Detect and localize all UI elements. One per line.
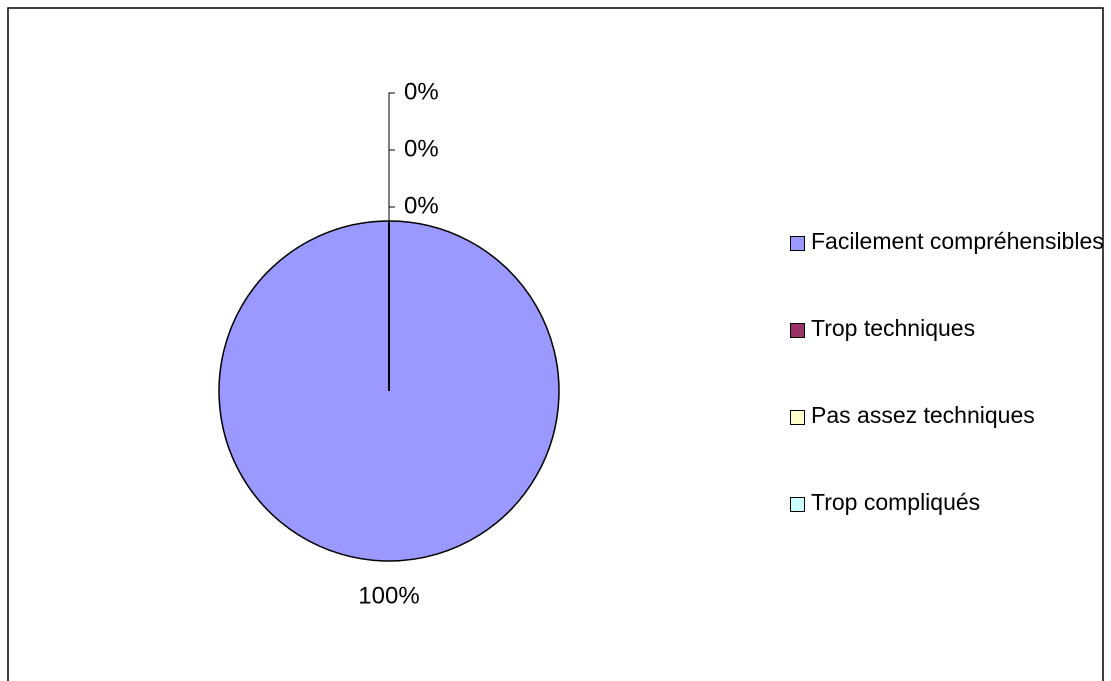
legend-item: Trop techniques: [790, 315, 1108, 402]
leader-line: [388, 92, 395, 221]
legend-label: Trop compliqués: [811, 489, 981, 515]
legend-label: Trop techniques: [811, 315, 976, 341]
legend-label: Pas assez techniques: [811, 402, 1035, 428]
data-label: 0%: [404, 192, 439, 219]
data-label: 0%: [404, 135, 439, 162]
data-label: 100%: [358, 582, 419, 609]
legend-swatch: [790, 497, 805, 512]
legend-item: Facilement compréhensibles: [790, 228, 1108, 315]
legend-item: Trop compliqués: [790, 489, 1108, 576]
chart-border: [7, 7, 1104, 681]
legend-swatch: [790, 236, 805, 251]
legend-swatch: [790, 323, 805, 338]
legend-swatch: [790, 410, 805, 425]
data-label: 0%: [404, 78, 439, 105]
legend-item: Pas assez techniques: [790, 402, 1108, 489]
legend: Facilement compréhensibles Trop technique…: [790, 228, 1108, 576]
legend-label: Facilement compréhensibles: [811, 228, 1104, 254]
